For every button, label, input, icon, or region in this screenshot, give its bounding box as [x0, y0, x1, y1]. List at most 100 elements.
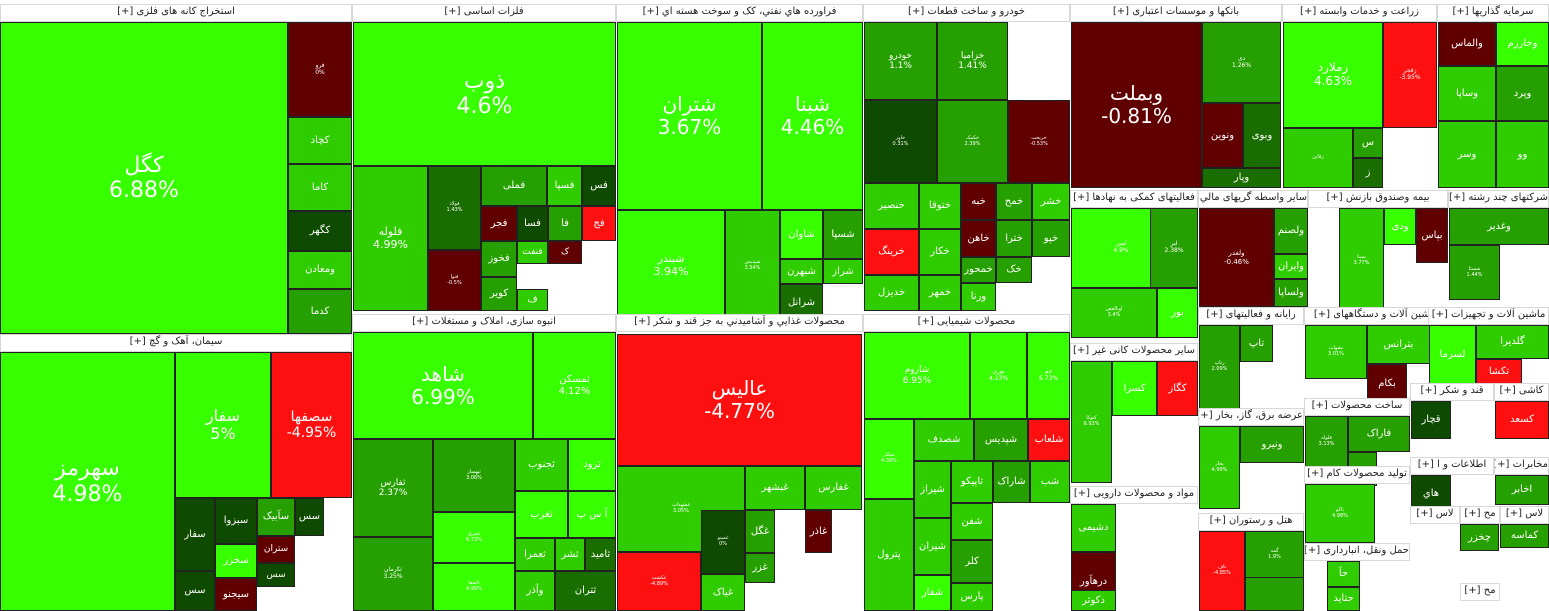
stock-tile[interactable]: فلوله 4.99%: [353, 166, 428, 311]
stock-tile[interactable]: والماس: [1438, 22, 1496, 66]
sector-header[interactable]: عرضه برق، گاز، بخار [+]: [1198, 408, 1304, 426]
stock-tile[interactable]: بکام: [1367, 364, 1407, 403]
stock-tile[interactable]: پارس: [951, 583, 993, 611]
stock-tile[interactable]: شراز: [823, 259, 863, 284]
sector-header[interactable]: مح [+]: [1460, 506, 1500, 524]
stock-tile[interactable]: چخزر: [1460, 524, 1499, 551]
stock-tile[interactable]: سس: [295, 498, 324, 536]
stock-tile[interactable]: زقجر -3.95%: [1383, 22, 1437, 128]
stock-tile[interactable]: وخارزم: [1496, 22, 1549, 66]
stock-tile[interactable]: لبر 2.38%: [1150, 208, 1198, 288]
stock-tile[interactable]: کگهر: [288, 211, 352, 251]
stock-tile[interactable]: کچاد: [288, 117, 352, 164]
sector-header[interactable]: خودرو و ساخت قطعات [+]: [863, 4, 1070, 22]
stock-tile[interactable]: شستا 1.44%: [1449, 245, 1500, 300]
sector-header[interactable]: محصولات غذايي و آشاميدني به جز قند و شكر…: [616, 314, 863, 332]
stock-tile[interactable]: اوبالفص 3.4%: [1071, 288, 1157, 338]
stock-tile[interactable]: سفار: [175, 498, 215, 571]
stock-tile[interactable]: ف: [517, 289, 548, 311]
sector-header[interactable]: بانکها و موسسات اعتباری [+]: [1070, 4, 1282, 22]
stock-tile[interactable]: فرو 0%: [288, 22, 352, 117]
stock-tile[interactable]: حتاید: [1327, 587, 1360, 611]
stock-tile[interactable]: ومعادن: [288, 251, 352, 289]
stock-tile[interactable]: وبملت -0.81%: [1071, 22, 1202, 188]
stock-tile[interactable]: فولاد 1.43%: [428, 166, 481, 250]
stock-tile[interactable]: سیجنو: [215, 578, 257, 611]
stock-tile[interactable]: بترانس: [1367, 325, 1430, 364]
stock-tile[interactable]: وایران: [1274, 254, 1308, 279]
stock-tile[interactable]: گمه 1.9%: [1245, 531, 1304, 578]
stock-tile[interactable]: دی 1.26%: [1202, 22, 1281, 103]
sector-header[interactable]: قند و شکر [+]: [1410, 383, 1494, 401]
sector-header[interactable]: لاس [+]: [1500, 506, 1549, 524]
stock-tile[interactable]: غگل: [745, 510, 775, 553]
sector-header[interactable]: انبوه سازی، املاک و مستغلات [+]: [352, 314, 616, 332]
stock-tile[interactable]: کدما: [288, 289, 352, 334]
stock-tile[interactable]: شبنا 4.46%: [762, 22, 863, 210]
stock-tile[interactable]: کویر: [481, 277, 517, 311]
stock-tile[interactable]: وساپا: [1438, 66, 1496, 121]
stock-tile[interactable]: ولصنم: [1274, 208, 1308, 254]
stock-tile[interactable]: خریخت -0.53%: [1008, 100, 1070, 183]
stock-tile[interactable]: کلر: [951, 540, 993, 583]
stock-tile[interactable]: جم 6.73%: [1027, 332, 1070, 419]
stock-tile[interactable]: سآبیک: [257, 498, 295, 536]
stock-tile[interactable]: وپار: [1202, 168, 1281, 188]
stock-tile[interactable]: اخابر: [1495, 475, 1549, 505]
stock-tile[interactable]: گلدیرا: [1476, 325, 1549, 359]
stock-tile[interactable]: ک: [548, 241, 582, 264]
stock-tile[interactable]: قچار: [1411, 401, 1451, 439]
sector-header[interactable]: تولید محصولات کام [+]: [1304, 466, 1410, 484]
stock-tile[interactable]: شبندر 3.94%: [617, 210, 725, 322]
stock-tile[interactable]: کسعد: [1495, 401, 1549, 439]
stock-tile[interactable]: فج: [582, 206, 616, 241]
stock-tile[interactable]: فس: [582, 166, 616, 206]
stock-tile[interactable]: خشر: [1032, 183, 1070, 220]
stock-tile[interactable]: پترول: [864, 499, 914, 611]
stock-tile[interactable]: دشیمی: [1071, 504, 1116, 552]
stock-tile[interactable]: کتوکا 6.92%: [1071, 361, 1112, 483]
stock-tile[interactable]: تاپیکو: [951, 461, 993, 503]
sector-header[interactable]: فلزات اساسی [+]: [352, 4, 616, 22]
stock-tile[interactable]: ذوب 4.6%: [353, 22, 616, 166]
sector-header[interactable]: مخابرات [+]: [1494, 457, 1549, 475]
stock-tile[interactable]: غمینو 0%: [701, 510, 745, 574]
stock-tile[interactable]: خک: [996, 257, 1032, 283]
sector-header[interactable]: ساخت محصولات [+]: [1304, 398, 1410, 416]
stock-tile[interactable]: ولساپا: [1274, 279, 1308, 307]
stock-tile[interactable]: بخار 4.99%: [1199, 426, 1240, 509]
stock-tile[interactable]: شسپا: [823, 210, 863, 259]
stock-tile[interactable]: شاراک: [993, 461, 1030, 503]
stock-tile[interactable]: بشهاب 3.01%: [1305, 325, 1367, 379]
stock-tile[interactable]: خمح: [996, 183, 1032, 220]
sector-header[interactable]: محصولات شیمیایی [+]: [863, 314, 1070, 332]
stock-tile[interactable]: شپدیس: [974, 419, 1028, 461]
sector-header[interactable]: مح [+]: [1460, 583, 1500, 601]
stock-tile[interactable]: لسرما: [1429, 325, 1476, 385]
stock-tile[interactable]: شتران 3.67%: [617, 22, 762, 210]
stock-tile[interactable]: خرینگ: [864, 229, 919, 275]
stock-tile[interactable]: فملی: [481, 166, 547, 206]
stock-tile[interactable]: وو: [1496, 121, 1549, 188]
stock-tile[interactable]: سهرمز 4.98%: [0, 352, 175, 611]
stock-tile[interactable]: ثشرق 6.73%: [433, 512, 515, 563]
stock-tile[interactable]: وپرد: [1496, 66, 1549, 121]
sector-header[interactable]: بیمه وصندوق بازنش [+]: [1308, 190, 1448, 208]
stock-tile[interactable]: خنصیر: [864, 183, 919, 229]
stock-tile[interactable]: ز: [1353, 158, 1383, 188]
stock-tile[interactable]: غزر: [745, 553, 775, 583]
sector-header[interactable]: ماشین آلات و تجهیزات [+]: [1428, 307, 1549, 325]
stock-tile[interactable]: سس: [175, 571, 215, 611]
sector-header[interactable]: فراورده هاي نفتي، كک و سوخت هسته اي [+]: [616, 4, 863, 22]
stock-tile[interactable]: کگاز: [1157, 361, 1198, 416]
stock-tile[interactable]: خبه: [961, 183, 996, 220]
stock-tile[interactable]: تاکو 4.98%: [1305, 484, 1375, 543]
stock-tile[interactable]: خمحور: [961, 257, 996, 283]
stock-tile[interactable]: وغدیر: [1449, 208, 1549, 245]
stock-tile[interactable]: خپو: [1032, 220, 1070, 257]
stock-tile[interactable]: شاروم 6.95%: [864, 332, 970, 419]
stock-tile[interactable]: ثتران: [555, 571, 616, 611]
stock-tile[interactable]: فجر: [481, 206, 517, 241]
sector-header[interactable]: لاس [+]: [1410, 506, 1460, 524]
stock-tile[interactable]: فا: [548, 206, 582, 241]
